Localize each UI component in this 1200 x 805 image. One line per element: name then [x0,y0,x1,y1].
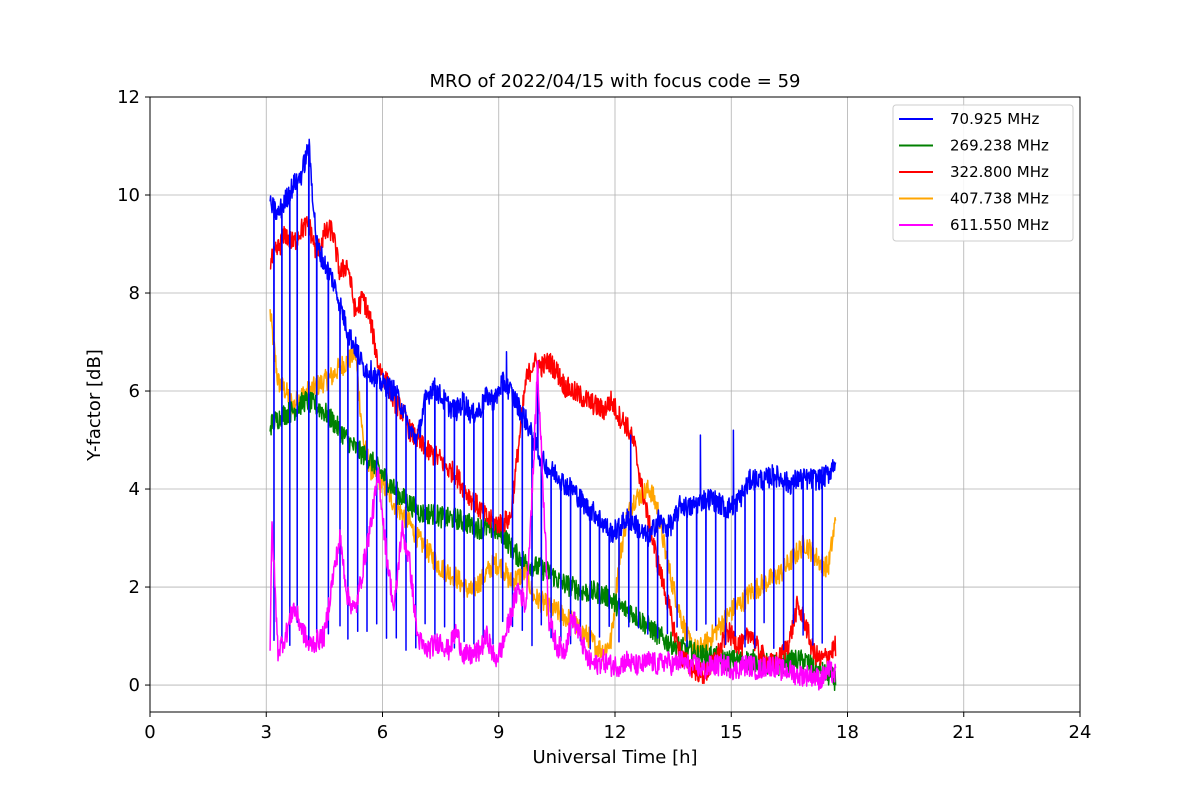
x-tick-label: 18 [836,722,859,743]
x-tick-label: 0 [144,722,155,743]
y-tick-label: 4 [129,479,140,500]
legend: 70.925 MHz 269.238 MHz 322.800 MHz 407.738 … [892,104,1074,242]
series-line-2 [269,215,837,685]
series-line-0 [269,138,837,651]
legend-label: 611.550 MHz [950,216,1049,234]
x-tick-label: 9 [493,722,504,743]
x-tick-label: 15 [720,722,743,743]
legend-label: 70.925 MHz [950,110,1039,128]
series-line-4 [269,360,837,691]
y-tick-label: 10 [117,185,140,206]
legend-label: 407.738 MHz [950,190,1049,208]
x-tick-label: 3 [261,722,272,743]
legend-box [892,104,1074,242]
legend-label: 269.238 MHz [950,137,1049,155]
legend-label: 322.800 MHz [950,163,1049,181]
y-axis-label: Y-factor [dB] [84,349,105,462]
y-tick-label: 12 [117,87,140,108]
x-tick-label: 24 [1069,722,1092,743]
chart-title: MRO of 2022/04/15 with focus code = 59 [430,71,801,92]
x-tick-label: 12 [604,722,627,743]
y-tick-label: 8 [129,283,140,304]
x-tick-label: 6 [377,722,388,743]
x-axis-label: Universal Time [h] [532,747,697,768]
x-tick-label: 21 [952,722,975,743]
y-tick-label: 0 [129,675,140,696]
y-tick-label: 2 [129,577,140,598]
series-layer [269,138,837,692]
y-tick-label: 6 [129,381,140,402]
